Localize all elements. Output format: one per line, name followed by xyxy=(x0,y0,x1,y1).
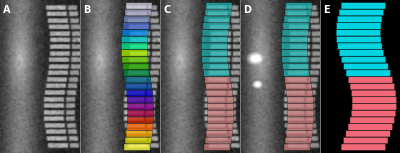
FancyBboxPatch shape xyxy=(284,144,310,150)
Text: E: E xyxy=(323,5,330,15)
FancyBboxPatch shape xyxy=(124,144,150,150)
FancyBboxPatch shape xyxy=(346,70,390,76)
FancyBboxPatch shape xyxy=(201,43,228,49)
FancyBboxPatch shape xyxy=(124,70,150,76)
FancyBboxPatch shape xyxy=(203,63,229,70)
FancyBboxPatch shape xyxy=(121,43,148,49)
FancyBboxPatch shape xyxy=(122,30,148,36)
FancyBboxPatch shape xyxy=(344,63,388,70)
FancyBboxPatch shape xyxy=(351,110,396,117)
Text: C: C xyxy=(163,5,170,15)
FancyBboxPatch shape xyxy=(204,144,230,150)
FancyBboxPatch shape xyxy=(125,77,151,83)
FancyBboxPatch shape xyxy=(286,131,312,137)
FancyBboxPatch shape xyxy=(341,144,386,150)
FancyBboxPatch shape xyxy=(202,56,228,63)
Text: B: B xyxy=(83,5,90,15)
FancyBboxPatch shape xyxy=(285,9,311,16)
FancyBboxPatch shape xyxy=(288,110,314,117)
FancyBboxPatch shape xyxy=(208,104,234,110)
FancyBboxPatch shape xyxy=(205,77,231,83)
FancyBboxPatch shape xyxy=(127,97,153,103)
FancyBboxPatch shape xyxy=(204,70,230,76)
FancyBboxPatch shape xyxy=(283,63,309,70)
FancyBboxPatch shape xyxy=(339,9,384,16)
FancyBboxPatch shape xyxy=(122,36,148,43)
FancyBboxPatch shape xyxy=(203,23,229,29)
FancyBboxPatch shape xyxy=(339,50,384,56)
FancyBboxPatch shape xyxy=(126,90,153,97)
Text: A: A xyxy=(3,5,11,15)
FancyBboxPatch shape xyxy=(282,50,308,56)
FancyBboxPatch shape xyxy=(128,104,154,110)
FancyBboxPatch shape xyxy=(126,83,152,90)
FancyBboxPatch shape xyxy=(122,50,148,56)
FancyBboxPatch shape xyxy=(287,124,313,130)
FancyBboxPatch shape xyxy=(206,83,232,90)
FancyBboxPatch shape xyxy=(286,3,312,9)
FancyBboxPatch shape xyxy=(208,117,234,123)
FancyBboxPatch shape xyxy=(123,63,149,70)
FancyBboxPatch shape xyxy=(344,137,388,144)
FancyBboxPatch shape xyxy=(338,43,382,49)
FancyBboxPatch shape xyxy=(124,16,150,22)
FancyBboxPatch shape xyxy=(206,3,232,9)
FancyBboxPatch shape xyxy=(283,23,309,29)
FancyBboxPatch shape xyxy=(352,90,396,97)
FancyBboxPatch shape xyxy=(350,117,394,123)
FancyBboxPatch shape xyxy=(341,3,386,9)
FancyBboxPatch shape xyxy=(205,137,231,144)
FancyBboxPatch shape xyxy=(202,50,228,56)
FancyBboxPatch shape xyxy=(282,56,308,63)
FancyBboxPatch shape xyxy=(202,36,228,43)
Text: D: D xyxy=(243,5,251,15)
FancyBboxPatch shape xyxy=(336,30,381,36)
FancyBboxPatch shape xyxy=(350,83,394,90)
FancyBboxPatch shape xyxy=(206,131,232,137)
FancyBboxPatch shape xyxy=(285,77,311,83)
FancyBboxPatch shape xyxy=(286,83,312,90)
FancyBboxPatch shape xyxy=(352,104,396,110)
FancyBboxPatch shape xyxy=(207,124,233,130)
FancyBboxPatch shape xyxy=(126,131,152,137)
FancyBboxPatch shape xyxy=(282,36,308,43)
FancyBboxPatch shape xyxy=(288,117,314,123)
FancyBboxPatch shape xyxy=(352,97,396,103)
FancyBboxPatch shape xyxy=(205,9,231,16)
FancyBboxPatch shape xyxy=(122,56,148,63)
FancyBboxPatch shape xyxy=(125,137,151,144)
FancyBboxPatch shape xyxy=(208,110,234,117)
FancyBboxPatch shape xyxy=(346,131,390,137)
FancyBboxPatch shape xyxy=(285,137,311,144)
FancyBboxPatch shape xyxy=(288,104,314,110)
FancyBboxPatch shape xyxy=(284,70,310,76)
FancyBboxPatch shape xyxy=(126,3,152,9)
FancyBboxPatch shape xyxy=(341,56,386,63)
FancyBboxPatch shape xyxy=(125,9,151,16)
FancyBboxPatch shape xyxy=(282,30,308,36)
FancyBboxPatch shape xyxy=(128,117,154,123)
FancyBboxPatch shape xyxy=(336,23,381,29)
FancyBboxPatch shape xyxy=(286,90,313,97)
FancyBboxPatch shape xyxy=(127,124,153,130)
FancyBboxPatch shape xyxy=(281,43,308,49)
FancyBboxPatch shape xyxy=(206,90,233,97)
FancyBboxPatch shape xyxy=(128,110,154,117)
FancyBboxPatch shape xyxy=(336,36,381,43)
FancyBboxPatch shape xyxy=(287,97,313,103)
FancyBboxPatch shape xyxy=(202,30,228,36)
FancyBboxPatch shape xyxy=(348,124,392,130)
FancyBboxPatch shape xyxy=(338,16,382,22)
FancyBboxPatch shape xyxy=(207,97,233,103)
FancyBboxPatch shape xyxy=(123,23,149,29)
FancyBboxPatch shape xyxy=(284,16,310,22)
FancyBboxPatch shape xyxy=(348,77,393,83)
FancyBboxPatch shape xyxy=(204,16,230,22)
